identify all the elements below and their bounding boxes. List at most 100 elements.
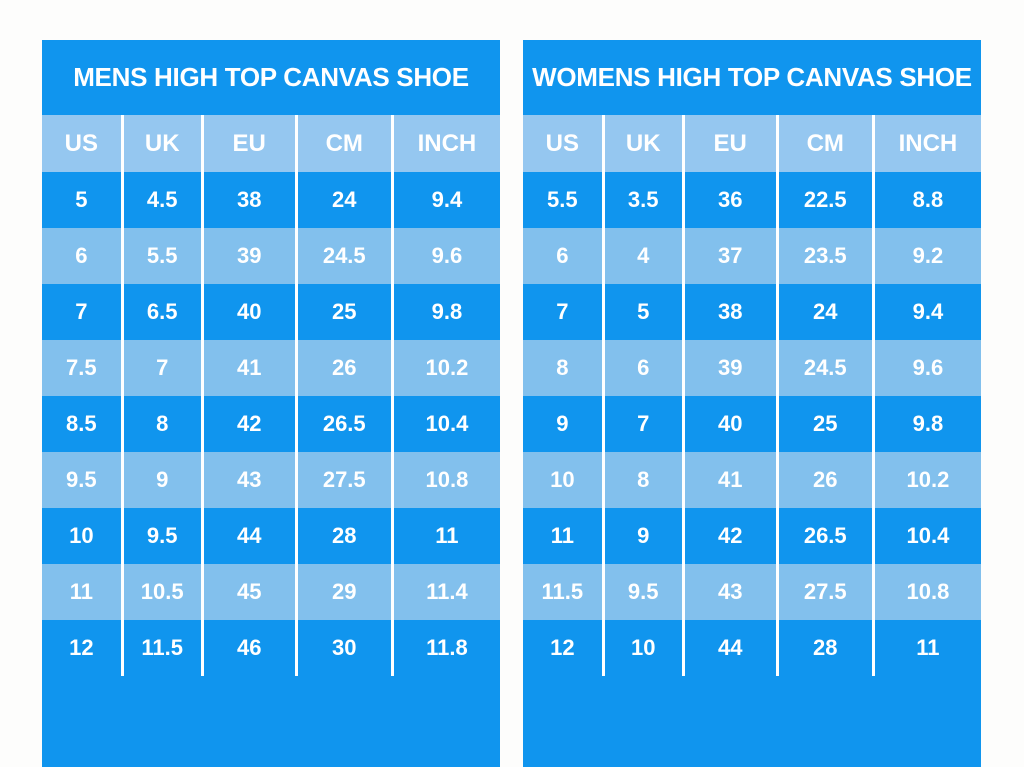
table-cell: 9.8 xyxy=(871,396,981,452)
table-cell: 10 xyxy=(42,508,123,564)
table-cell: 9.5 xyxy=(601,564,684,620)
table-cell: 42 xyxy=(200,396,297,452)
table-cell: 10.5 xyxy=(120,564,203,620)
table-cell: 12 xyxy=(42,620,123,676)
table-row: 8.5 8 42 26.5 10.4 xyxy=(42,396,500,452)
table-row: 5.5 3.5 36 22.5 8.8 xyxy=(523,172,981,228)
table-cell: 41 xyxy=(681,452,778,508)
table-cell: 44 xyxy=(681,620,778,676)
table-row: 7.5 7 41 26 10.2 xyxy=(42,340,500,396)
table-cell: 11 xyxy=(871,620,981,676)
table-cell: 9.5 xyxy=(120,508,203,564)
womens-size-table: WOMENS HIGH TOP CANVAS SHOE US UK EU CM … xyxy=(523,40,981,767)
womens-table-body: 5.5 3.5 36 22.5 8.8 6 4 37 23.5 9.2 7 5 38 24 9.4 8 6 39 2… xyxy=(523,172,981,676)
table-cell: 28 xyxy=(775,620,874,676)
column-header-inch: INCH xyxy=(390,115,500,172)
table-cell: 4.5 xyxy=(120,172,203,228)
table-cell: 9.2 xyxy=(871,228,981,284)
table-cell: 7 xyxy=(601,396,684,452)
table-cell: 9.4 xyxy=(390,172,500,228)
table-cell: 40 xyxy=(200,284,297,340)
mens-table-title: MENS HIGH TOP CANVAS SHOE xyxy=(73,62,469,92)
table-row: 5 4.5 38 24 9.4 xyxy=(42,172,500,228)
table-cell: 6 xyxy=(42,228,123,284)
table-cell: 10.8 xyxy=(871,564,981,620)
table-cell: 25 xyxy=(775,396,874,452)
table-cell: 8 xyxy=(120,396,203,452)
table-row: 11 9 42 26.5 10.4 xyxy=(523,508,981,564)
table-cell: 10.2 xyxy=(871,452,981,508)
table-cell: 44 xyxy=(200,508,297,564)
table-cell: 9 xyxy=(120,452,203,508)
table-cell: 9.8 xyxy=(390,284,500,340)
table-cell: 7 xyxy=(42,284,123,340)
column-header-inch: INCH xyxy=(871,115,981,172)
table-cell: 41 xyxy=(200,340,297,396)
table-cell: 24.5 xyxy=(775,340,874,396)
womens-table-title: WOMENS HIGH TOP CANVAS SHOE xyxy=(532,62,972,92)
table-cell: 11 xyxy=(390,508,500,564)
table-cell: 6 xyxy=(523,228,604,284)
table-cell: 11.5 xyxy=(523,564,604,620)
table-cell: 8.5 xyxy=(42,396,123,452)
table-cell: 27.5 xyxy=(294,452,393,508)
table-cell: 24 xyxy=(294,172,393,228)
table-row: 9.5 9 43 27.5 10.8 xyxy=(42,452,500,508)
table-row: 11.5 9.5 43 27.5 10.8 xyxy=(523,564,981,620)
table-cell: 40 xyxy=(681,396,778,452)
table-cell: 9.6 xyxy=(871,340,981,396)
table-cell: 28 xyxy=(294,508,393,564)
table-row: 6 5.5 39 24.5 9.6 xyxy=(42,228,500,284)
table-cell: 10.8 xyxy=(390,452,500,508)
table-row: 12 10 44 28 11 xyxy=(523,620,981,676)
table-row: 9 7 40 25 9.8 xyxy=(523,396,981,452)
table-cell: 8.8 xyxy=(871,172,981,228)
column-header-eu: EU xyxy=(200,115,297,172)
mens-size-table: MENS HIGH TOP CANVAS SHOE US UK EU CM IN… xyxy=(42,40,500,767)
table-cell: 9 xyxy=(523,396,604,452)
table-cell: 24 xyxy=(775,284,874,340)
table-cell: 5.5 xyxy=(120,228,203,284)
table-cell: 23.5 xyxy=(775,228,874,284)
table-cell: 10 xyxy=(523,452,604,508)
table-cell: 26.5 xyxy=(294,396,393,452)
table-cell: 26.5 xyxy=(775,508,874,564)
table-row: 7 5 38 24 9.4 xyxy=(523,284,981,340)
table-cell: 22.5 xyxy=(775,172,874,228)
table-cell: 11.5 xyxy=(120,620,203,676)
table-cell: 7.5 xyxy=(42,340,123,396)
table-cell: 11 xyxy=(42,564,123,620)
table-cell: 6 xyxy=(601,340,684,396)
mens-header-row: US UK EU CM INCH xyxy=(42,115,500,172)
table-cell: 9.4 xyxy=(871,284,981,340)
table-cell: 46 xyxy=(200,620,297,676)
table-cell: 9.6 xyxy=(390,228,500,284)
table-cell: 3.5 xyxy=(601,172,684,228)
table-cell: 8 xyxy=(523,340,604,396)
table-cell: 11.8 xyxy=(390,620,500,676)
table-cell: 10.4 xyxy=(871,508,981,564)
table-cell: 24.5 xyxy=(294,228,393,284)
column-header-eu: EU xyxy=(681,115,778,172)
table-cell: 42 xyxy=(681,508,778,564)
table-row: 12 11.5 46 30 11.8 xyxy=(42,620,500,676)
table-cell: 39 xyxy=(200,228,297,284)
column-header-cm: CM xyxy=(775,115,874,172)
table-cell: 10.4 xyxy=(390,396,500,452)
table-cell: 11 xyxy=(523,508,604,564)
table-row: 11 10.5 45 29 11.4 xyxy=(42,564,500,620)
table-cell: 25 xyxy=(294,284,393,340)
table-cell: 10 xyxy=(601,620,684,676)
table-row: 10 8 41 26 10.2 xyxy=(523,452,981,508)
table-cell: 9 xyxy=(601,508,684,564)
column-header-cm: CM xyxy=(294,115,393,172)
table-row: 8 6 39 24.5 9.6 xyxy=(523,340,981,396)
table-cell: 45 xyxy=(200,564,297,620)
table-cell: 26 xyxy=(294,340,393,396)
table-cell: 43 xyxy=(681,564,778,620)
table-cell: 39 xyxy=(681,340,778,396)
column-header-us: US xyxy=(42,115,123,172)
table-cell: 38 xyxy=(681,284,778,340)
table-cell: 12 xyxy=(523,620,604,676)
